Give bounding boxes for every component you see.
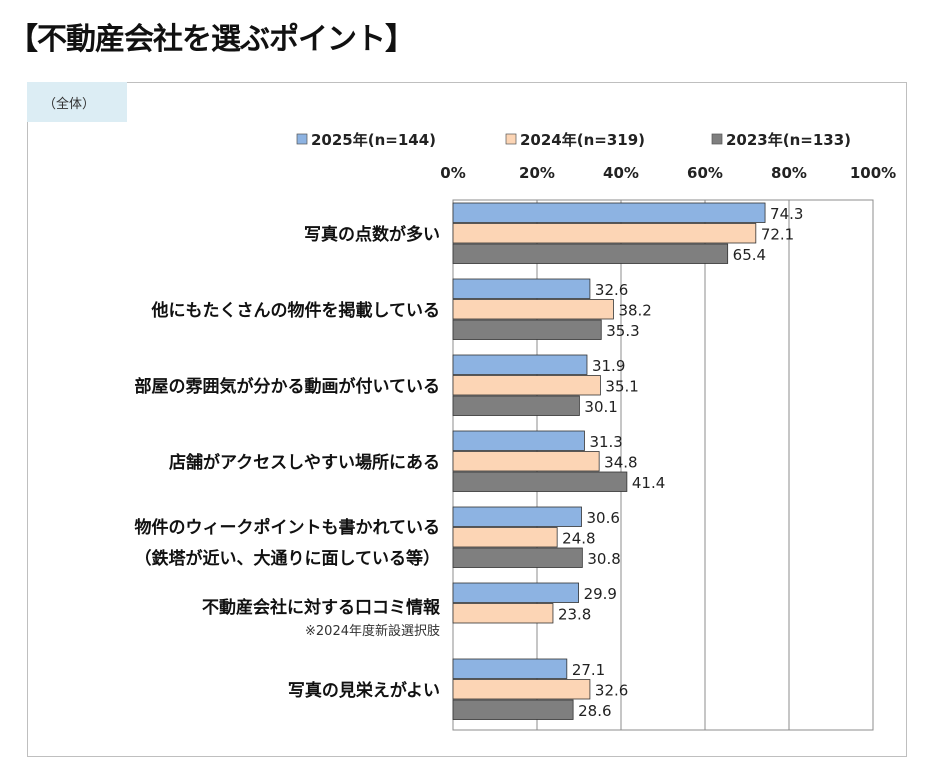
bar bbox=[452, 395, 580, 416]
page-title: 【不動産会社を選ぶポイント】 bbox=[8, 22, 415, 57]
legend-swatch bbox=[711, 133, 723, 145]
category-label: 部屋の雰囲気が分かる動画が付いている bbox=[135, 376, 441, 397]
bar bbox=[452, 202, 766, 223]
data-label: 65.4 bbox=[733, 246, 766, 264]
bar bbox=[452, 299, 614, 320]
data-label: 24.8 bbox=[562, 530, 595, 548]
bar bbox=[452, 506, 582, 527]
tick-label: 40% bbox=[603, 164, 639, 182]
data-label: 23.8 bbox=[558, 606, 591, 624]
data-label: 30.6 bbox=[587, 509, 620, 527]
legend-swatch bbox=[296, 133, 308, 145]
data-label: 35.1 bbox=[605, 378, 638, 396]
legend-label: 2024年(n=319) bbox=[520, 131, 645, 149]
bar bbox=[452, 319, 602, 340]
legend-label: 2025年(n=144) bbox=[311, 131, 436, 149]
bar bbox=[452, 547, 583, 568]
bar bbox=[452, 527, 558, 548]
data-label: 31.3 bbox=[589, 433, 622, 451]
bar bbox=[452, 223, 757, 244]
category-label: 店舗がアクセスしやすい場所にある bbox=[169, 452, 440, 473]
data-label: 32.6 bbox=[595, 281, 628, 299]
tick-label: 100% bbox=[850, 164, 896, 182]
data-label: 30.8 bbox=[587, 550, 620, 568]
data-label: 29.9 bbox=[584, 585, 617, 603]
tick-label: 80% bbox=[771, 164, 807, 182]
legend-swatch bbox=[505, 133, 517, 145]
category-label: 物件のウィークポイントも書かれている bbox=[135, 517, 441, 538]
bar bbox=[452, 354, 588, 375]
tick-label: 20% bbox=[519, 164, 555, 182]
bar bbox=[452, 243, 729, 264]
data-label: 28.6 bbox=[578, 702, 611, 720]
data-label: 72.1 bbox=[761, 226, 794, 244]
category-note: ※2024年度新設選択肢 bbox=[305, 623, 440, 639]
category-label: 他にもたくさんの物件を掲載している bbox=[151, 300, 441, 321]
bar bbox=[452, 451, 600, 472]
bar bbox=[452, 430, 585, 451]
data-label: 31.9 bbox=[592, 357, 625, 375]
data-label: 30.1 bbox=[584, 398, 617, 416]
data-label: 74.3 bbox=[770, 205, 803, 223]
bar bbox=[452, 582, 579, 603]
legend-label: 2023年(n=133) bbox=[726, 131, 851, 149]
category-label: （鉄塔が近い、大通りに面している等） bbox=[135, 548, 441, 569]
data-label: 27.1 bbox=[572, 661, 605, 679]
bar bbox=[452, 603, 554, 624]
tick-label: 60% bbox=[687, 164, 723, 182]
category-label: 写真の点数が多い bbox=[304, 224, 440, 245]
data-label: 38.2 bbox=[618, 302, 651, 320]
bar bbox=[452, 699, 574, 720]
category-label: 写真の見栄えがよい bbox=[288, 680, 440, 701]
bar bbox=[452, 679, 591, 700]
bar bbox=[452, 375, 601, 396]
data-label: 35.3 bbox=[606, 322, 639, 340]
bar bbox=[452, 658, 568, 679]
bar bbox=[452, 471, 628, 492]
data-label: 34.8 bbox=[604, 454, 637, 472]
data-label: 41.4 bbox=[632, 474, 665, 492]
bar bbox=[452, 278, 591, 299]
tick-label: 0% bbox=[440, 164, 465, 182]
subset-tag: （全体） bbox=[27, 82, 127, 122]
data-label: 32.6 bbox=[595, 682, 628, 700]
chart-frame bbox=[27, 82, 907, 757]
category-label: 不動産会社に対する口コミ情報 bbox=[202, 597, 441, 618]
